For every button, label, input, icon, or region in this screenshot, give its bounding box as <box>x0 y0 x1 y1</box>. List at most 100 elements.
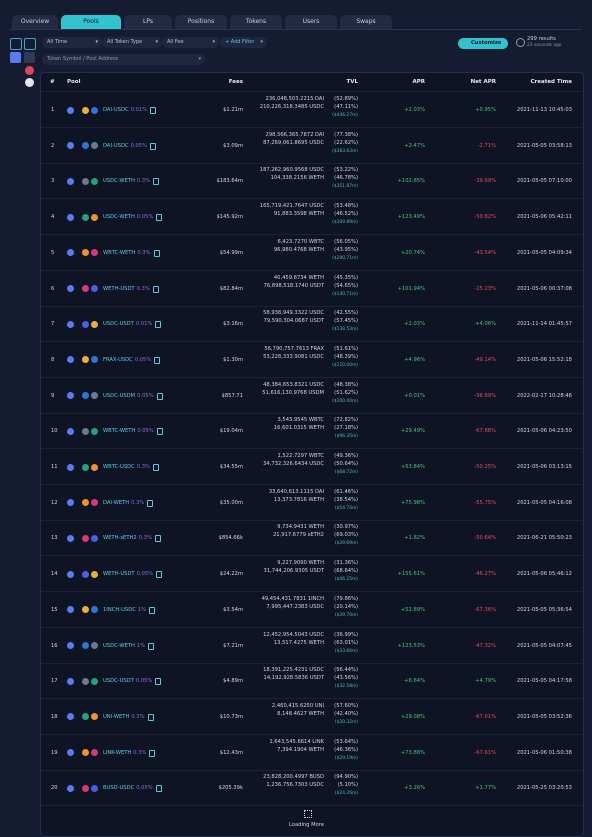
sidebar-icon[interactable] <box>25 78 34 87</box>
pool-name[interactable]: DAI-USDC <box>103 107 129 113</box>
pool-name[interactable]: USDC-USDT <box>103 678 134 685</box>
row-rank: 15 <box>51 606 58 613</box>
copy-icon[interactable] <box>153 178 160 186</box>
tab[interactable]: Pools <box>61 15 121 29</box>
pool-name[interactable]: WBTC-WETH <box>103 249 136 256</box>
tab[interactable]: Overview <box>12 15 58 29</box>
tvl-share0: (53.22%) <box>334 167 358 174</box>
copy-icon[interactable] <box>155 678 162 686</box>
row-rank: 10 <box>51 428 58 435</box>
apr: +3.26% <box>404 785 425 792</box>
created-time: 2021-05-05 03:52:36 <box>516 713 572 720</box>
token-icon <box>82 356 89 364</box>
filter-select[interactable]: All Token Type <box>102 37 162 48</box>
fees: $3.09m <box>223 142 243 149</box>
tvl-share1: (48.39%) <box>334 353 358 360</box>
tvl-usd: ($138.53m) <box>332 327 358 333</box>
pool-name[interactable]: WETH-USDT <box>103 571 135 578</box>
search-input[interactable]: Token Symbol / Pool Address <box>42 54 205 65</box>
add-filter[interactable]: + Add Filter <box>220 37 267 48</box>
token-icon <box>91 749 98 757</box>
pool-name[interactable]: USDC-WETH <box>103 178 135 185</box>
filter-select[interactable]: All Fee <box>162 37 219 48</box>
pool-name[interactable]: 1INCH-USDC <box>103 606 136 613</box>
tvl-token0: 58,938,949.3322 USDC <box>263 310 324 317</box>
copy-icon[interactable] <box>148 642 155 650</box>
pool-name[interactable]: DAI-WETH <box>103 499 130 506</box>
chain-icon <box>67 177 74 185</box>
row-rank: 9 <box>51 392 55 399</box>
row-divider <box>41 448 582 450</box>
fees: $4.89m <box>223 678 243 685</box>
sidebar-icon[interactable] <box>10 38 22 50</box>
pool-name[interactable]: USDC-WETH <box>103 642 135 649</box>
net-apr: -50.25% <box>474 464 496 470</box>
fees: $24.22m <box>219 571 243 578</box>
copy-icon[interactable] <box>150 107 157 114</box>
net-apr: -25.23% <box>474 285 496 292</box>
token-icon <box>82 249 89 257</box>
copy-icon[interactable] <box>150 142 157 150</box>
tab[interactable]: Positions <box>175 15 227 29</box>
pool-name[interactable]: FRAX-USDC <box>103 356 133 363</box>
customize-button[interactable] <box>458 38 508 49</box>
pool-name[interactable]: WBTC-WETH <box>103 428 136 435</box>
column-header[interactable]: APR <box>412 79 425 85</box>
fee-tier: 0.3% <box>136 178 151 185</box>
token-icon <box>82 677 89 685</box>
pool-name[interactable]: WETH-sETH2 <box>103 535 137 542</box>
copy-icon[interactable] <box>154 535 161 543</box>
copy-icon[interactable] <box>152 285 159 293</box>
tvl-token0: 23,828,200.4997 BUSD <box>263 774 324 781</box>
tvl-share1: (43.95%) <box>334 246 358 253</box>
pool-name[interactable]: LINK-WETH <box>103 749 132 756</box>
pool-name[interactable]: USDC-USDT <box>103 321 134 328</box>
apr: +75.98% <box>400 499 425 506</box>
copy-icon[interactable] <box>152 464 159 471</box>
column-header[interactable]: Net APR <box>470 79 496 85</box>
tvl-token1: 53,228,333.9081 USDC <box>263 353 324 360</box>
copy-icon[interactable] <box>156 214 163 222</box>
sidebar-icon[interactable] <box>24 38 36 50</box>
table-panel <box>40 72 584 837</box>
tvl-share1: (47.11%) <box>334 104 358 110</box>
customize-label[interactable]: Customize <box>471 40 502 46</box>
copy-icon[interactable] <box>156 392 163 400</box>
row-rank: 13 <box>51 535 58 542</box>
pool-name[interactable]: WBTC-USDC <box>103 464 135 470</box>
copy-icon[interactable] <box>153 249 160 257</box>
fees: $7.21m <box>223 642 243 649</box>
copy-icon[interactable] <box>149 749 156 757</box>
copy-icon[interactable] <box>155 785 162 793</box>
filter-select[interactable]: All Time <box>42 37 102 48</box>
pool-name[interactable]: WETH-USDT <box>103 285 135 292</box>
copy-icon[interactable] <box>156 571 163 579</box>
pool-name[interactable]: DAI-USDC <box>103 142 129 149</box>
pool-name[interactable]: USDC-WETH <box>103 214 135 221</box>
token-icon <box>82 142 89 150</box>
tab[interactable]: Swaps <box>340 15 392 29</box>
pool-name[interactable]: USDC-USDM <box>103 392 136 399</box>
sidebar-icon[interactable] <box>25 66 34 75</box>
created-time: 2021-05-05 05:36:54 <box>516 606 572 613</box>
tab[interactable]: Tokens <box>230 15 282 29</box>
token-icon <box>91 606 98 614</box>
copy-icon[interactable] <box>154 356 161 364</box>
column-header[interactable]: Created Time <box>530 79 573 85</box>
loading-more[interactable]: Loading More <box>289 822 324 828</box>
tab[interactable]: Users <box>285 15 337 29</box>
copy-icon[interactable] <box>156 428 163 436</box>
copy-icon[interactable] <box>155 321 162 329</box>
pool-name[interactable]: BUSD-USDC <box>103 785 135 792</box>
pool-name[interactable]: UNI-WETH <box>103 713 130 720</box>
created-time: 2021-05-06 15:52:18 <box>516 356 572 363</box>
copy-icon[interactable] <box>147 499 154 507</box>
sidebar-icon[interactable] <box>24 52 35 63</box>
tvl-usd: ($33.66m) <box>334 648 358 654</box>
column-header[interactable]: Fees <box>228 79 243 85</box>
sidebar-icon[interactable] <box>10 52 21 63</box>
copy-icon[interactable] <box>147 713 154 721</box>
tab[interactable]: LPs <box>124 15 172 29</box>
copy-icon[interactable] <box>149 606 156 614</box>
column-header[interactable]: TVL <box>346 79 358 85</box>
